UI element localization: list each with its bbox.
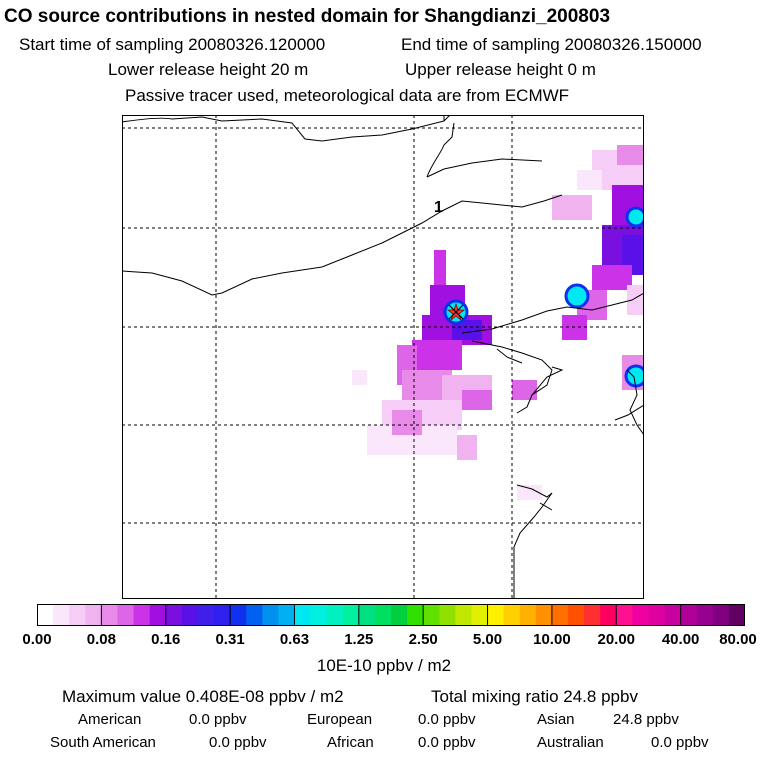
legend-tick: 0.00 (22, 631, 52, 648)
legend-color-cell (374, 604, 392, 626)
map-border (122, 115, 644, 599)
legend-color-cell (391, 604, 408, 626)
legend-color-cell (503, 604, 521, 626)
legend-tick: 0.31 (215, 631, 245, 648)
contour-label: 1 (434, 199, 443, 216)
legend-color-cell (53, 604, 70, 626)
total-mixing-ratio: Total mixing ratio 24.8 ppbv (431, 687, 638, 706)
african-label: African (327, 734, 374, 751)
legend-tick: 20.00 (597, 631, 636, 648)
legend-tick: 0.16 (151, 631, 181, 648)
legend-color-cell (310, 604, 328, 626)
legend-color-cell (117, 604, 135, 626)
lower-release-height: Lower release height 20 m (108, 60, 309, 79)
legend-color-cell (197, 604, 215, 626)
legend-colorbar (37, 604, 745, 626)
legend-tick: 2.50 (408, 631, 438, 648)
legend-tick: 5.00 (472, 631, 503, 648)
legend-color-cell (37, 604, 54, 626)
american-label: American (78, 711, 142, 728)
legend-color-cell (568, 604, 585, 626)
legend-color-cell (326, 604, 344, 626)
european-value: 0.0 ppbv (418, 711, 476, 728)
legend-color-cell (584, 604, 601, 626)
map-panel: 1 (122, 115, 644, 599)
south-american-value: 0.0 ppbv (209, 734, 267, 751)
legend-color-cell (728, 604, 745, 626)
australian-value: 0.0 ppbv (651, 734, 709, 751)
star-marker (446, 302, 466, 322)
legend-color-cell (149, 604, 167, 626)
legend-color-cell (519, 604, 537, 626)
legend-tick: 40.00 (661, 631, 700, 648)
legend-color-cell (294, 604, 312, 626)
legend-color-cell (632, 604, 650, 626)
legend-color-cell (181, 604, 199, 626)
legend-color-cell (680, 604, 698, 626)
legend-color-cell (455, 604, 473, 626)
legend-color-cell (101, 604, 119, 626)
legend-color-cell (439, 604, 456, 626)
legend-color-cell (664, 604, 682, 626)
lat-lon-grid (122, 115, 644, 599)
legend-color-cell (551, 604, 569, 626)
asian-value: 24.8 ppbv (613, 711, 679, 728)
legend-color-cell (407, 604, 424, 626)
concentration-field (352, 145, 644, 500)
legend-color-cell (423, 604, 440, 626)
legend-color-cell (133, 604, 151, 626)
tracer-note: Passive tracer used, meteorological data… (125, 86, 570, 105)
african-value: 0.0 ppbv (418, 734, 476, 751)
legend-unit: 10E-10 ppbv / m2 (316, 656, 452, 675)
legend-color-cell (342, 604, 360, 626)
legend-color-cell (487, 604, 505, 626)
american-value: 0.0 ppbv (189, 711, 247, 728)
legend-color-cell (246, 604, 263, 626)
australian-label: Australian (537, 734, 604, 751)
south-american-label: South American (50, 734, 156, 751)
legend-tick: 80.00 (719, 631, 757, 648)
legend-color-cell (165, 604, 183, 626)
legend-color-cell (616, 604, 633, 626)
legend-color-cell (69, 604, 86, 626)
legend-color-cell (85, 604, 102, 626)
legend-color-cell (230, 604, 247, 626)
upper-release-height: Upper release height 0 m (405, 60, 596, 79)
coastlines (122, 115, 644, 599)
max-value: Maximum value 0.408E-08 ppbv / m2 (62, 687, 344, 706)
legend-color-cell (262, 604, 279, 626)
legend-color-cell (535, 604, 553, 626)
legend-color-cell (648, 604, 666, 626)
legend-tick: 10.00 (533, 631, 571, 648)
european-label: European (307, 711, 373, 728)
plot-title: CO source contributions in nested domain… (4, 6, 611, 27)
legend-tick: 0.08 (86, 631, 116, 648)
legend-color-cell (471, 604, 489, 626)
legend-color-cell (214, 604, 231, 626)
legend-color-cell (278, 604, 296, 626)
legend-tick: 0.63 (279, 631, 310, 648)
legend-color-cell (696, 604, 714, 626)
legend-color-cell (600, 604, 617, 626)
legend-color-cell (712, 604, 730, 626)
legend-color-cell (358, 604, 376, 626)
end-time: End time of sampling 20080326.150000 (401, 35, 702, 54)
legend-tick: 1.25 (344, 631, 374, 648)
start-time: Start time of sampling 20080326.120000 (19, 35, 326, 54)
asian-label: Asian (537, 711, 575, 728)
